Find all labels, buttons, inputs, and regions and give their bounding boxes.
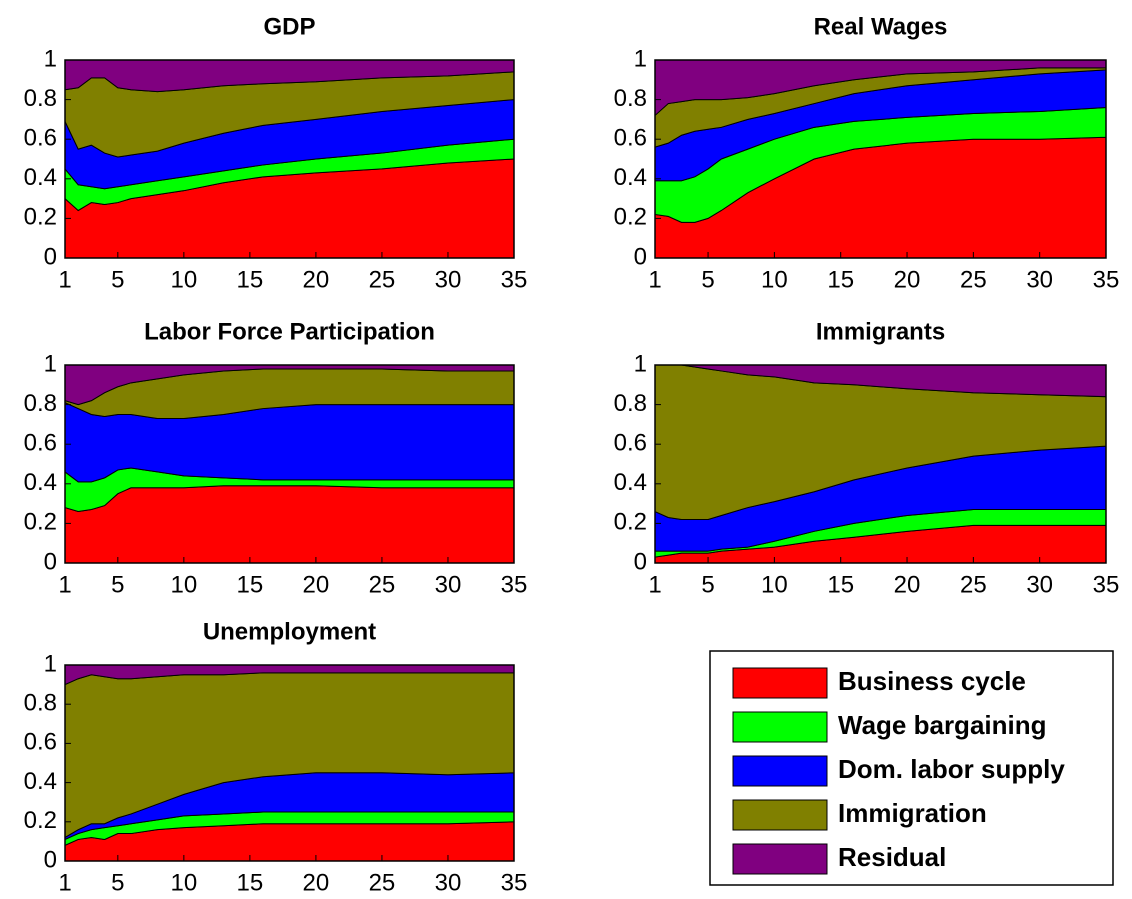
x-tick-label: 15 <box>237 571 264 598</box>
x-tick-label: 25 <box>369 869 396 896</box>
x-tick-label: 1 <box>648 571 661 598</box>
y-tick-label: 0.6 <box>24 729 57 756</box>
y-tick-label: 0.6 <box>614 125 647 152</box>
legend-label: Wage bargaining <box>838 710 1047 740</box>
y-tick-label: 0.8 <box>614 390 647 417</box>
x-tick-label: 30 <box>1026 266 1053 293</box>
x-tick-label: 15 <box>827 266 854 293</box>
y-tick-label: 0.4 <box>614 164 647 191</box>
y-tick-label: 0.2 <box>24 509 57 536</box>
y-tick-label: 0 <box>44 846 57 873</box>
axes-box <box>64 364 515 564</box>
y-tick-label: 0.6 <box>614 430 647 457</box>
x-tick-label: 30 <box>1026 571 1053 598</box>
x-tick-label: 35 <box>501 571 528 598</box>
legend-swatch <box>732 799 828 831</box>
y-tick-label: 0.4 <box>24 164 57 191</box>
y-tick-label: 1 <box>634 350 647 377</box>
x-tick-label: 35 <box>501 266 528 293</box>
y-tick-label: 0.8 <box>24 390 57 417</box>
x-tick-label: 1 <box>58 869 71 896</box>
legend-label: Immigration <box>838 798 987 828</box>
x-tick-label: 15 <box>237 266 264 293</box>
x-tick-label: 10 <box>171 869 198 896</box>
legend-label: Residual <box>838 842 946 872</box>
x-tick-label: 35 <box>1093 571 1120 598</box>
y-tick-label: 0.2 <box>24 204 57 231</box>
axes-box <box>654 59 1107 259</box>
y-tick-label: 0.2 <box>614 204 647 231</box>
legend-swatch <box>732 755 828 787</box>
legend-swatch <box>732 711 828 743</box>
x-tick-label: 10 <box>761 266 788 293</box>
x-tick-label: 35 <box>501 869 528 896</box>
y-tick-label: 0 <box>634 243 647 270</box>
x-tick-label: 30 <box>435 571 462 598</box>
x-tick-label: 20 <box>303 869 330 896</box>
y-tick-label: 0.2 <box>614 509 647 536</box>
y-tick-label: 0.2 <box>24 807 57 834</box>
x-tick-label: 20 <box>303 266 330 293</box>
axes-box <box>64 664 515 862</box>
x-tick-label: 1 <box>648 266 661 293</box>
y-tick-label: 1 <box>44 350 57 377</box>
chart-title: Unemployment <box>203 618 376 645</box>
x-tick-label: 25 <box>369 266 396 293</box>
x-tick-label: 30 <box>435 266 462 293</box>
chart-title: GDP <box>263 13 315 40</box>
x-tick-label: 5 <box>111 266 124 293</box>
y-tick-label: 0.8 <box>24 690 57 717</box>
y-tick-label: 1 <box>44 45 57 72</box>
x-tick-label: 25 <box>369 571 396 598</box>
area <box>64 485 515 564</box>
x-tick-label: 1 <box>58 571 71 598</box>
y-tick-label: 0.4 <box>24 469 57 496</box>
x-tick-label: 10 <box>171 266 198 293</box>
y-tick-label: 1 <box>634 45 647 72</box>
x-tick-label: 30 <box>435 869 462 896</box>
x-tick-label: 10 <box>171 571 198 598</box>
y-tick-label: 0.8 <box>24 85 57 112</box>
y-tick-label: 0 <box>44 548 57 575</box>
x-tick-label: 20 <box>894 266 921 293</box>
legend-swatch <box>732 667 828 699</box>
chart-title: Real Wages <box>814 13 948 40</box>
y-tick-label: 0 <box>634 548 647 575</box>
axes-box <box>654 364 1107 564</box>
chart-title: Labor Force Participation <box>144 318 435 345</box>
x-tick-label: 5 <box>111 571 124 598</box>
x-tick-label: 20 <box>894 571 921 598</box>
y-tick-label: 0.6 <box>24 430 57 457</box>
legend-label: Business cycle <box>838 666 1026 696</box>
x-tick-label: 15 <box>237 869 264 896</box>
y-tick-label: 0.4 <box>614 469 647 496</box>
y-tick-label: 0.4 <box>24 768 57 795</box>
axes-box <box>64 59 515 259</box>
x-tick-label: 5 <box>701 266 714 293</box>
legend-swatch <box>732 843 828 875</box>
y-tick-label: 0.8 <box>614 85 647 112</box>
x-tick-label: 10 <box>761 571 788 598</box>
x-tick-label: 1 <box>58 266 71 293</box>
y-tick-label: 0 <box>44 243 57 270</box>
x-tick-label: 25 <box>960 571 987 598</box>
x-tick-label: 35 <box>1093 266 1120 293</box>
x-tick-label: 20 <box>303 571 330 598</box>
y-tick-label: 1 <box>44 650 57 677</box>
y-tick-label: 0.6 <box>24 125 57 152</box>
x-tick-label: 5 <box>111 869 124 896</box>
x-tick-label: 25 <box>960 266 987 293</box>
legend-label: Dom. labor supply <box>838 754 1065 784</box>
x-tick-label: 15 <box>827 571 854 598</box>
x-tick-label: 5 <box>701 571 714 598</box>
chart-title: Immigrants <box>816 318 945 345</box>
